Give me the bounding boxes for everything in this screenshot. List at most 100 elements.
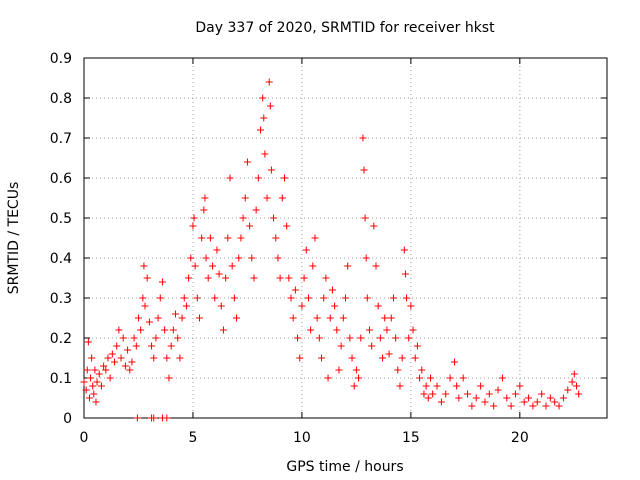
data-point (481, 398, 489, 406)
data-point (185, 274, 193, 282)
data-point (165, 374, 173, 382)
y-axis-label: SRMTID / TECUs (6, 182, 22, 295)
data-point (267, 166, 275, 174)
data-point (187, 254, 195, 262)
data-point (304, 294, 312, 302)
data-point (450, 358, 458, 366)
data-point (150, 414, 158, 422)
data-point (250, 274, 258, 282)
data-point (163, 354, 171, 362)
data-point (145, 318, 153, 326)
data-point (180, 294, 188, 302)
data-point (296, 354, 304, 362)
y-tick-label: 0.8 (50, 91, 72, 107)
data-point (313, 314, 321, 322)
data-point (464, 390, 472, 398)
data-point (570, 370, 578, 378)
data-point (311, 234, 319, 242)
data-point (261, 150, 269, 158)
data-point (331, 302, 339, 310)
data-point (385, 350, 393, 358)
tick-marks (83, 57, 607, 419)
data-point (551, 398, 559, 406)
data-point (228, 262, 236, 270)
data-point (307, 326, 315, 334)
data-point (348, 354, 356, 362)
data-point (490, 402, 498, 410)
data-point (143, 274, 151, 282)
data-point (575, 390, 583, 398)
x-tick-label: 5 (188, 430, 197, 446)
data-point (442, 390, 450, 398)
y-tick-label: 0.6 (50, 171, 72, 187)
data-point (278, 194, 286, 202)
data-point (132, 342, 140, 350)
data-point (572, 382, 580, 390)
data-point (472, 394, 480, 402)
data-point (211, 294, 219, 302)
data-point (309, 262, 317, 270)
data-point (134, 314, 142, 322)
data-point (381, 314, 389, 322)
data-point (82, 386, 90, 394)
data-point (100, 362, 108, 370)
data-point (80, 378, 88, 386)
data-point (202, 254, 210, 262)
data-point (485, 390, 493, 398)
data-point (370, 222, 378, 230)
data-point (254, 174, 262, 182)
data-point (413, 342, 421, 350)
data-point (433, 382, 441, 390)
y-tick-label: 0.1 (50, 371, 72, 387)
data-point (87, 374, 95, 382)
data-point (422, 382, 430, 390)
data-point (226, 174, 234, 182)
data-point (568, 378, 576, 386)
data-point (360, 166, 368, 174)
data-point (174, 334, 182, 342)
data-point (206, 234, 214, 242)
data-point (555, 402, 563, 410)
data-point (89, 382, 97, 390)
data-point (119, 334, 127, 342)
data-point (355, 374, 363, 382)
y-tick-label: 0.2 (50, 331, 72, 347)
data-point (140, 262, 148, 270)
data-point (363, 294, 371, 302)
grid (84, 58, 607, 418)
data-point (259, 94, 267, 102)
data-point (374, 302, 382, 310)
data-point (237, 234, 245, 242)
x-axis-label: GPS time / hours (286, 459, 403, 475)
data-point (248, 254, 256, 262)
data-point (97, 382, 105, 390)
plot-border (83, 57, 608, 419)
y-tick-label: 0.7 (50, 131, 72, 147)
data-point (198, 234, 206, 242)
x-tick-label: 0 (80, 430, 89, 446)
data-point (270, 214, 278, 222)
data-point (342, 294, 349, 302)
data-point (163, 414, 171, 422)
data-point (260, 114, 268, 122)
data-point (365, 326, 373, 334)
data-point (328, 286, 336, 294)
data-point (468, 402, 476, 410)
data-point (84, 338, 92, 346)
data-point (529, 402, 537, 410)
data-point (156, 294, 164, 302)
data-point (429, 390, 437, 398)
data-point (209, 262, 217, 270)
data-point (106, 374, 114, 382)
data-point (538, 390, 546, 398)
data-point (383, 326, 391, 334)
x-tick-label: 20 (511, 430, 529, 446)
data-point (92, 398, 100, 406)
data-point (150, 354, 158, 362)
data-point (117, 354, 125, 362)
data-point (376, 334, 384, 342)
data-point (403, 294, 411, 302)
data-point (294, 334, 302, 342)
data-point (193, 294, 201, 302)
data-point (559, 394, 567, 402)
